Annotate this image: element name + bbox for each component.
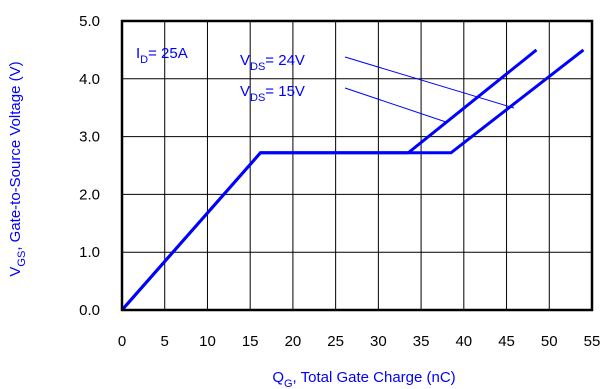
x-tick-label: 20 — [285, 333, 302, 350]
x-tick-label: 55 — [584, 333, 601, 350]
y-tick-label: 5.0 — [79, 13, 100, 30]
tick-labels: 0 5 10 15 20 25 30 35 40 45 50 55 0.0 1.0 2.0 3.0 4.0 5.0 — [79, 13, 600, 350]
x-tick-label: 40 — [455, 333, 472, 350]
y-tick-label: 2.0 — [79, 186, 100, 203]
vds15-annotation: VDS= 15V — [240, 83, 305, 104]
y-tick-label: 4.0 — [79, 71, 100, 88]
grid — [121, 20, 593, 311]
y-tick-label: 1.0 — [79, 244, 100, 261]
series-lines — [120, 48, 585, 311]
x-tick-label: 10 — [199, 333, 216, 350]
y-tick-label: 3.0 — [79, 129, 100, 146]
series-line-vds-24v — [120, 48, 585, 311]
x-tick-label: 5 — [161, 333, 169, 350]
x-tick-label: 25 — [327, 333, 344, 350]
x-tick-label: 15 — [242, 333, 259, 350]
id-annotation: ID= 25A — [136, 45, 188, 66]
vds24-annotation: VDS= 24V — [240, 52, 305, 73]
vds15-leader-line — [344, 87, 447, 123]
series-line-vds-15v — [120, 48, 538, 311]
x-tick-label: 50 — [541, 333, 558, 350]
x-tick-label: 30 — [370, 333, 387, 350]
plot-frame — [120, 19, 594, 312]
y-tick-label: 0.0 — [79, 302, 100, 319]
x-tick-label: 35 — [413, 333, 430, 350]
x-tick-label: 45 — [498, 333, 515, 350]
x-axis-label: QG, Total Gate Charge (nC) — [272, 369, 455, 389]
x-tick-label: 0 — [118, 333, 126, 350]
y-axis-label: VGS, Gate-to-Source Voltage (V) — [7, 61, 28, 276]
vds24-leader-line — [344, 56, 515, 109]
